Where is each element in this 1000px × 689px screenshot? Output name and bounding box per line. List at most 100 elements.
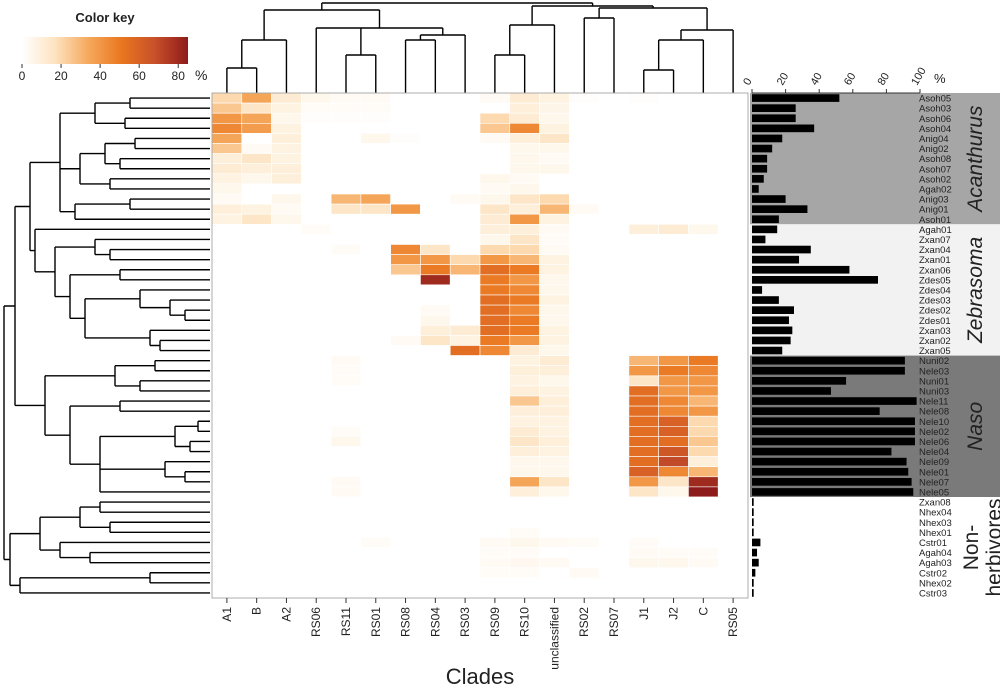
heatmap-cell bbox=[390, 537, 421, 548]
dendrogram-branch bbox=[263, 9, 381, 40]
heatmap-cell bbox=[598, 587, 630, 599]
heatmap-cell bbox=[688, 405, 719, 417]
heatmap-cell bbox=[449, 355, 481, 367]
heatmap-cell bbox=[569, 123, 600, 134]
heatmap-cell bbox=[301, 163, 332, 175]
heatmap-cell bbox=[449, 133, 481, 144]
heatmap-cell bbox=[330, 102, 362, 114]
heatmap-cell bbox=[449, 395, 481, 407]
heatmap-cell bbox=[569, 547, 600, 558]
heatmap-cell bbox=[509, 375, 540, 387]
heatmap-cell bbox=[598, 345, 630, 356]
heatmap-cell bbox=[569, 203, 600, 215]
dendrogram-branch bbox=[184, 471, 210, 483]
heatmap-cell bbox=[360, 395, 391, 407]
dendrogram-branch bbox=[129, 198, 210, 210]
heatmap-cell bbox=[211, 234, 243, 245]
heatmap-cell bbox=[271, 345, 302, 356]
heatmap-cell bbox=[241, 345, 272, 356]
heatmap-cell bbox=[598, 355, 630, 367]
heatmap-cell bbox=[330, 244, 362, 255]
heatmap-cell bbox=[539, 405, 570, 417]
heatmap-cell bbox=[509, 537, 540, 548]
heatmap-cell bbox=[569, 516, 600, 528]
heatmap-cell bbox=[330, 213, 362, 225]
heatmap-cell bbox=[479, 254, 511, 266]
heatmap-cell bbox=[211, 284, 243, 296]
heatmap-cell bbox=[420, 506, 451, 518]
heatmap-cell bbox=[717, 224, 749, 235]
heatmap-cell bbox=[330, 324, 362, 336]
heatmap-cell bbox=[598, 123, 630, 134]
heatmap-cell bbox=[211, 577, 243, 589]
heatmap-cell bbox=[628, 577, 659, 589]
heatmap-cell bbox=[241, 526, 272, 538]
heatmap-cell bbox=[717, 476, 749, 488]
heatmap-cell bbox=[658, 486, 689, 498]
heatmap-cell bbox=[420, 365, 451, 377]
bar bbox=[752, 326, 793, 335]
heatmap-cell bbox=[628, 314, 659, 326]
heatmap-cell bbox=[479, 526, 511, 538]
heatmap-cell bbox=[271, 355, 302, 367]
group-band bbox=[750, 93, 1000, 225]
heatmap-cell bbox=[211, 375, 243, 387]
row-label: Zxan03 bbox=[919, 326, 951, 337]
heatmap-cell bbox=[420, 577, 451, 589]
heatmap-cell bbox=[628, 355, 659, 367]
heatmap-cell bbox=[539, 526, 570, 538]
heatmap-cell bbox=[717, 153, 749, 165]
bar bbox=[752, 548, 758, 557]
row-label: Anig03 bbox=[919, 195, 949, 206]
heatmap-cell bbox=[420, 466, 451, 478]
heatmap-cell bbox=[658, 324, 689, 336]
heatmap-cell bbox=[420, 143, 451, 154]
heatmap-cell bbox=[241, 547, 272, 558]
heatmap-cell bbox=[301, 436, 332, 447]
heatmap-cell bbox=[271, 587, 302, 599]
heatmap-cell bbox=[539, 324, 570, 336]
heatmap-cell bbox=[360, 537, 391, 548]
heatmap-cell bbox=[658, 476, 689, 488]
heatmap-cell bbox=[449, 213, 481, 225]
heatmap-cell bbox=[211, 304, 243, 316]
heatmap-cell bbox=[301, 405, 332, 417]
heatmap-cell bbox=[330, 436, 362, 447]
heatmap-cell bbox=[569, 345, 600, 356]
heatmap-cell bbox=[509, 203, 540, 215]
heatmap-cell bbox=[539, 304, 570, 316]
heatmap-cell bbox=[598, 102, 630, 114]
row-label: Zdes01 bbox=[919, 316, 951, 327]
heatmap-cell bbox=[449, 446, 481, 457]
heatmap-cell bbox=[628, 183, 659, 195]
heatmap-cell bbox=[449, 436, 481, 447]
dendrogram-branch bbox=[404, 39, 437, 93]
heatmap-cell bbox=[360, 153, 391, 165]
heatmap-cell bbox=[241, 254, 272, 266]
heatmap-cell bbox=[211, 224, 243, 235]
heatmap-cell bbox=[241, 456, 272, 468]
heatmap-cell bbox=[539, 415, 570, 427]
heatmap-cell bbox=[539, 133, 570, 144]
heatmap-cell bbox=[569, 294, 600, 306]
heatmap-cell bbox=[360, 456, 391, 468]
heatmap-cell bbox=[569, 557, 600, 568]
heatmap-cell bbox=[628, 405, 659, 417]
bar bbox=[752, 589, 754, 597]
heatmap-cell bbox=[390, 526, 421, 538]
heatmap-cell bbox=[390, 587, 421, 599]
heatmap-cell bbox=[301, 123, 332, 134]
heatmap-cell bbox=[717, 526, 749, 538]
heatmap-cell bbox=[598, 395, 630, 407]
heatmap-cell bbox=[598, 547, 630, 558]
heatmap-cell bbox=[449, 496, 481, 508]
heatmap-cell bbox=[479, 537, 511, 548]
heatmap-cell bbox=[598, 375, 630, 387]
heatmap-cell bbox=[330, 314, 362, 326]
heatmap-cell bbox=[658, 193, 689, 205]
bar bbox=[752, 296, 779, 304]
bar bbox=[752, 195, 786, 203]
heatmap-cell bbox=[420, 486, 451, 498]
heatmap-cell bbox=[658, 264, 689, 276]
heatmap-cell bbox=[717, 335, 749, 346]
